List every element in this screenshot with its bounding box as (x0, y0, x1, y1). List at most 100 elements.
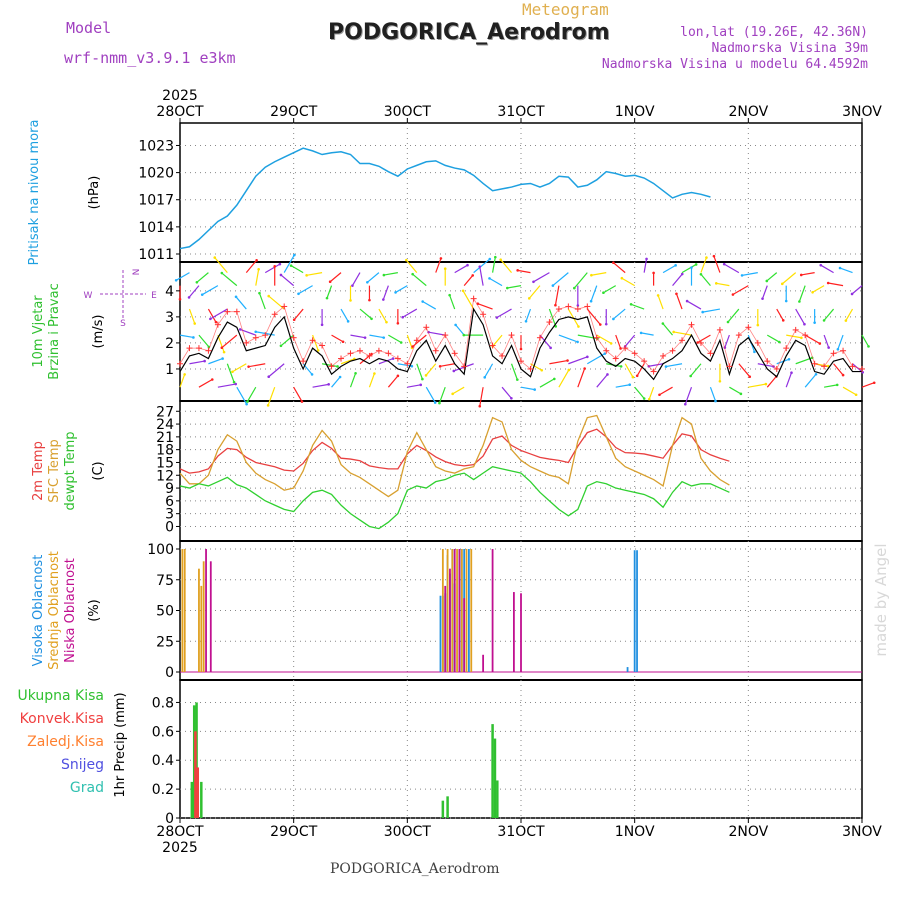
wind-arrow-head (396, 374, 400, 378)
wind-arrow-head (370, 317, 373, 321)
wind-arrow-head (341, 340, 345, 344)
wind-arrow-head (488, 277, 491, 280)
wind-arrow (648, 363, 664, 367)
wind-arrow (246, 386, 257, 402)
wind-arrow (700, 257, 708, 273)
pressure-line (179, 147, 711, 250)
wind-arrow (713, 255, 721, 273)
y-tick-label: 1011 (138, 247, 174, 263)
wind-arrow-head (602, 291, 605, 295)
wind-arrow (615, 334, 622, 349)
wind-arrow-head (192, 336, 195, 339)
wind-arrow (268, 363, 285, 378)
wind-arrow (861, 334, 870, 347)
wind-arrow (226, 363, 235, 383)
wind-arrow (839, 267, 853, 274)
axis-labels: 28OCT 28OCT 29OCT 29OCT 30OCT 30OCT 31OCT 31OCT… (17, 88, 890, 856)
wind-arrow (264, 263, 281, 274)
wind-arrow-head (438, 401, 441, 405)
wind-arrow-head (401, 315, 404, 319)
y-tick-label: 0.8 (152, 695, 174, 711)
wind-arrow (702, 308, 721, 313)
wind-arrow (312, 334, 319, 351)
wind-arrow (189, 360, 205, 365)
wind-arrow-head (635, 374, 639, 378)
wind-arrow-head (214, 320, 218, 324)
wind-arrow (766, 334, 780, 343)
wind-arrow-head (527, 297, 531, 300)
cloud-bar (470, 549, 473, 672)
wind-arrow-head (722, 262, 726, 266)
y-tick-label: 1014 (138, 220, 174, 236)
wind-arrow (554, 285, 560, 306)
wind-arrow-head (519, 347, 523, 351)
wind-arrow-head (540, 368, 544, 372)
wind-arrow-head (478, 265, 482, 268)
wind-arrow (462, 290, 475, 310)
y-tick-label: 1020 (138, 166, 174, 182)
wind-arrow-head (628, 383, 632, 387)
wind-arrow-head (349, 299, 352, 302)
wind-arrow (690, 363, 702, 377)
y-tick-label: 15 (156, 455, 174, 471)
wind-arrow-head (598, 323, 602, 326)
wind-arrow-head (784, 299, 788, 303)
temperature-line (179, 414, 730, 498)
wind-arrow (188, 308, 196, 324)
cloud-bar (444, 585, 447, 672)
wind-arrow-head (672, 330, 675, 334)
cloud-bar (205, 549, 207, 672)
wind-arrow-head (368, 298, 371, 302)
wind-speed-line (179, 307, 862, 381)
y-tick-label: 12 (156, 468, 174, 484)
wind-arrow-head (220, 346, 224, 350)
wind-arrow-head (726, 320, 730, 324)
wind-arrow (382, 285, 389, 300)
cloud-bar (463, 598, 466, 672)
wind-arrow-head (289, 264, 293, 267)
temperature-line (179, 428, 730, 474)
wind-arrow (842, 386, 857, 396)
wind-arrow-head (620, 276, 624, 280)
wind-arrow-head (814, 372, 818, 376)
wind-arrow-head (506, 286, 509, 290)
wind-arrow (776, 358, 790, 365)
wind-arrow-head (234, 382, 238, 386)
wind-arrow (510, 363, 518, 380)
wind-arrow (520, 386, 535, 391)
lonlat-label: lon,lat (19.26E, 42.36N) (680, 25, 868, 40)
wind-arrow-head (573, 286, 576, 290)
wind-arrow (501, 386, 512, 399)
y-tick-label: 6 (165, 494, 174, 510)
wind-arrow (748, 383, 766, 388)
wind-arrow (331, 334, 344, 343)
wind-arrow (861, 382, 875, 388)
y-tick-label: 1017 (138, 193, 174, 209)
wind-arrow (422, 300, 437, 310)
wind-arrow-head (753, 350, 756, 354)
panel-label: Brzina i Pravac (47, 283, 62, 380)
wind-arrow-head (811, 290, 814, 294)
wind-arrow-head (566, 359, 569, 362)
wind-arrow-head (577, 325, 580, 328)
wind-arrow (198, 378, 213, 388)
wind-arrow (586, 308, 601, 325)
wind-arrow-head (800, 336, 803, 340)
cloud-bar (633, 550, 636, 672)
wind-arrow-head (826, 364, 830, 368)
wind-arrow-head (499, 258, 502, 261)
precip-bar (190, 781, 194, 818)
wind-arrow (507, 285, 522, 289)
wind-arrow-head (238, 328, 242, 331)
wind-arrow-head (756, 323, 760, 327)
wind-arrow-head (267, 375, 271, 379)
cloud-bar (200, 585, 203, 672)
precip-legend-label: Snijeg (61, 757, 104, 773)
wind-arrow-head (410, 364, 414, 368)
wind-arrow (724, 334, 730, 348)
wind-arrow-head (438, 365, 442, 368)
wind-arrow (454, 264, 468, 274)
wind-arrow-head (701, 310, 704, 314)
wind-arrow (416, 363, 423, 380)
wind-arrow-head (325, 296, 329, 300)
